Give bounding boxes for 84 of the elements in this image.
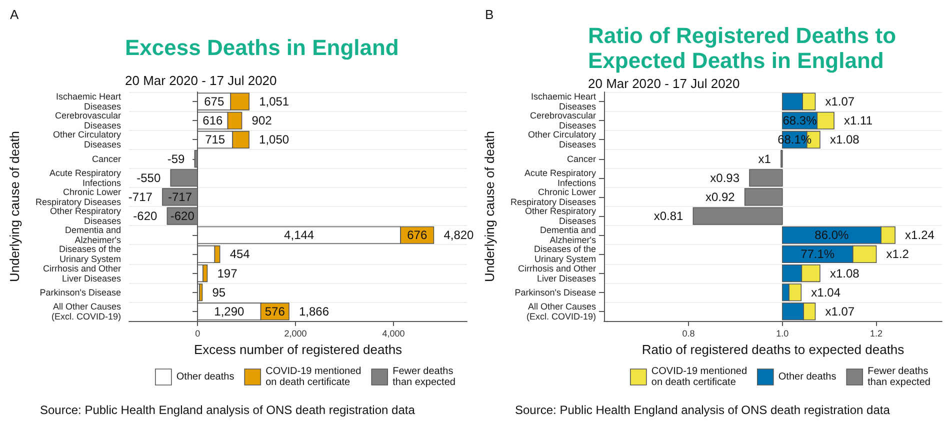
total-label: 1,051 [259,94,290,109]
chart-title: Excess Deaths in England [125,35,399,60]
y-tick-label: Parkinson's Disease [40,287,121,298]
data-label: 715 [205,132,226,147]
source-note: Source: Public Health England analysis of ONS death registration data [515,403,890,417]
total-label: -717 [128,190,153,204]
annotation: x1.07 [825,94,855,109]
y-tick-label: Dementia and Alzheimer's [540,225,596,246]
total-label: 1,050 [259,132,290,147]
y-tick-label: Dementia and Alzheimer's [64,225,122,246]
data-label: -620 [170,209,195,224]
legend-label: COVID-19 mentioned on death certificate [266,366,362,388]
total-label: 197 [217,266,238,280]
annotation: x1.04 [811,285,841,300]
annotation: x0.93 [710,170,740,185]
annotation: 77.1% [800,247,835,262]
chart-subtitle: 20 Mar 2020 - 17 Jul 2020 [588,76,740,91]
annotation: x0.92 [705,190,736,204]
annotation: x1.07 [825,304,855,318]
x-axis-title: Excess number of registered deaths [194,342,403,357]
data-label: 616 [202,114,223,128]
text: A [10,7,19,22]
chart-subtitle: 20 Mar 2020 - 17 Jul 2020 [125,73,277,88]
annotation: x1 [758,152,772,166]
total-label: 4,820 [444,228,474,242]
x-tick-label: 0.8 [682,328,695,338]
y-tick-label: Cancer [566,154,596,164]
source-note: Source: Public Health England analysis of ONS death registration data [40,403,416,417]
y-tick-label: Acute Respiratory Infections [524,168,596,188]
legend-label: Fewer deaths than expected [868,366,930,388]
x-tick-label: 2,000 [284,328,307,338]
y-tick-label: Other Circulatory Diseases [528,130,596,150]
total-label: -620 [133,209,158,224]
y-tick-label: Diseases of the Urinary System [534,244,596,264]
total-label: -59 [167,152,186,166]
y-tick-label: Chronic Lower Respiratory Diseases [35,186,122,207]
y-tick-label: Other Respiratory Diseases [524,206,596,226]
y-tick-label: Parkinson's Disease [514,287,596,298]
y-tick-label: Cancer [92,154,121,164]
x-axis-title: Ratio of registered deaths to expected deaths [642,342,905,357]
y-tick-label: Diseases of the Urinary System [58,244,121,264]
annotation: x1.2 [886,247,910,262]
y-tick-label: Chronic Lower Respiratory Diseases [510,186,596,207]
x-tick-label: 0 [195,328,200,338]
chart-title: Ratio of Registered Deaths to Expected Deaths in England [588,23,902,73]
y-tick-label: Other Circulatory Diseases [52,130,122,150]
annotation: 68.3% [782,114,818,128]
x-tick-label: 1.0 [776,328,789,338]
annotation: x0.81 [654,209,684,224]
annotation: x1.08 [830,266,860,280]
text: B [485,7,494,22]
data-label: 1,290 [214,304,245,318]
data-label: 675 [204,94,224,109]
y-axis-title: Underlying cause of death [482,130,497,282]
annotation: x1.11 [844,114,873,128]
annotation: 86.0% [814,228,850,242]
data-label: 576 [264,304,286,318]
total-label: 902 [252,114,272,128]
x-tick-label: 4,000 [382,328,405,338]
y-axis-title: Underlying cause of death [7,130,22,282]
y-tick-label: All Other Causes (Excl. COVID-19) [526,301,596,322]
total-label: 95 [212,285,226,300]
y-tick-label: All Other Causes (Excl. COVID-19) [51,301,122,322]
annotation: x1.24 [905,228,935,242]
y-tick-label: Other Respiratory Diseases [50,206,122,226]
legend-label: Fewer deaths than expected [392,366,456,388]
y-tick-label: Acute Respiratory Infections [49,168,122,188]
legend-label: COVID-19 mentioned on death certificate [651,366,748,388]
y-tick-label: Cirrhosis and Other Liver Diseases [518,263,596,284]
legend-label: Other deaths [778,372,836,382]
total-label: -550 [136,170,161,185]
total-label: 454 [230,247,250,262]
y-tick-label: Cirrhosis and Other Liver Diseases [42,263,122,284]
data-label: -717 [168,190,192,204]
total-label: 1,866 [298,304,330,318]
y-tick-label: Cerebrovascular Diseases [530,110,596,131]
y-tick-label: Ischaemic Heart Diseases [530,92,596,112]
data-label: 4,144 [284,228,314,242]
x-tick-label: 1.2 [870,328,883,338]
y-tick-label: Ischaemic Heart Diseases [56,92,122,112]
data-label: 676 [407,228,428,242]
y-tick-label: Cerebrovascular Diseases [54,110,122,131]
annotation: x1.08 [830,132,860,147]
legend-label: Other deaths [176,372,234,382]
